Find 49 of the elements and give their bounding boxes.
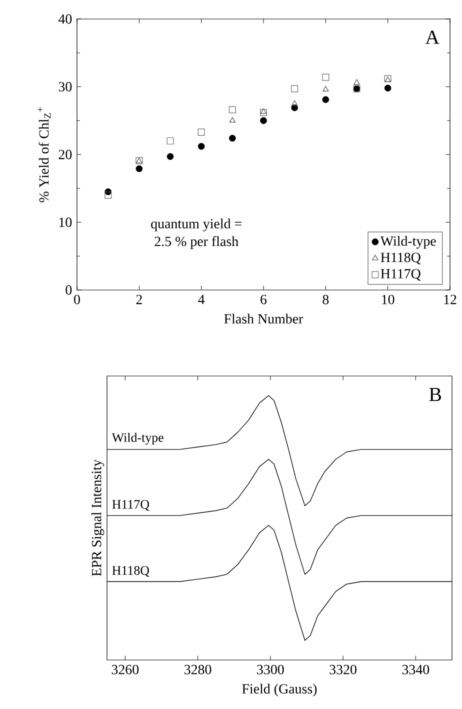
point xyxy=(291,104,298,112)
x-axis-title: Field (Gauss) xyxy=(242,684,317,696)
x-axis-title: Flash Number xyxy=(224,314,304,324)
x-tick-label: 3260 xyxy=(112,664,139,674)
series-label: H117Q xyxy=(112,500,150,511)
point xyxy=(198,142,205,150)
point xyxy=(167,153,174,160)
legend-label: H117Q xyxy=(380,269,421,281)
x-tick-label: 2 xyxy=(136,294,142,304)
point xyxy=(136,165,143,172)
x-tick-label: 8 xyxy=(322,294,329,304)
point xyxy=(260,117,268,124)
point xyxy=(229,106,236,114)
y-axis-title: EPR Signal Intensity xyxy=(92,460,104,576)
x-tick-label: 0 xyxy=(74,294,80,304)
x-tick-label: 3320 xyxy=(330,664,357,674)
series-label: H118Q xyxy=(112,566,150,577)
point xyxy=(292,100,298,106)
y-tick-label: 40 xyxy=(58,14,72,24)
series-label: Wild-type xyxy=(112,432,164,445)
y-tick-label: 10 xyxy=(60,218,72,227)
x-tick-label: 3300 xyxy=(257,664,284,674)
point xyxy=(230,117,236,123)
legend-label: Wild-type xyxy=(380,236,436,249)
x-tick-label: 4 xyxy=(198,294,205,304)
annotation: B xyxy=(429,388,442,402)
x-tick-label: 6 xyxy=(260,294,267,304)
annotation: quantum yield = xyxy=(151,218,242,232)
legend-label: H118Q xyxy=(380,252,421,264)
y-tick-label: 20 xyxy=(59,150,72,160)
point xyxy=(198,128,206,136)
point xyxy=(384,84,392,92)
point xyxy=(166,137,174,144)
y-tick-label: 0 xyxy=(66,285,72,295)
y-tick-label: 30 xyxy=(59,82,72,92)
x-tick-label: 12 xyxy=(444,294,456,304)
point xyxy=(291,85,298,92)
point xyxy=(322,96,330,104)
point xyxy=(104,192,112,199)
x-tick-label: 3280 xyxy=(184,664,212,674)
x-tick-label: 10 xyxy=(382,294,394,304)
point xyxy=(322,86,329,92)
y-axis-title: % Yield of Chl$_{Z}$+ xyxy=(38,107,51,202)
point xyxy=(322,74,330,81)
x-tick-label: 3340 xyxy=(402,664,430,674)
point xyxy=(229,134,236,142)
annotation: 2.5 % per flash xyxy=(154,236,239,249)
point xyxy=(354,79,360,85)
annotation: A xyxy=(426,30,440,44)
